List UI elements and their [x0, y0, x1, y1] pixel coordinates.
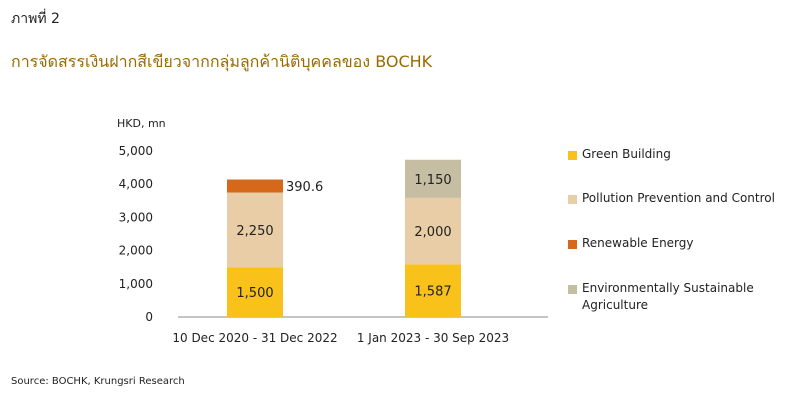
legend-label: Environmentally Sustainable Agriculture: [582, 281, 754, 312]
figure-label: ภาพที่ 2: [11, 11, 60, 27]
legend-label: Pollution Prevention and Control: [582, 191, 775, 205]
bar-segment: [227, 267, 283, 317]
legend-swatch: [568, 195, 577, 204]
bar-segment: [405, 264, 461, 317]
legend-swatch: [568, 240, 577, 249]
y-tick-label: 1,000: [119, 277, 153, 291]
bar-segment: [405, 159, 461, 198]
legend-swatch: [568, 285, 577, 294]
x-tick-label: 1 Jan 2023 - 30 Sep 2023: [357, 331, 509, 345]
data-label: 390.6: [286, 180, 323, 195]
y-tick-label: 5,000: [119, 144, 153, 158]
chart-title: การจัดสรรเงินฝากสีเขียวจากกลุ่มลูกค้านิต…: [11, 52, 433, 71]
source-note: Source: BOCHK, Krungsri Research: [11, 376, 185, 387]
data-label: 1,150: [414, 173, 451, 188]
y-tick-label: 2,000: [119, 244, 153, 258]
y-tick-label: 0: [145, 310, 153, 324]
chart-labels: 1,500 2,250 390.6 1,587 2,000 1,150: [236, 173, 451, 301]
legend-label: Green Building: [582, 147, 671, 161]
data-label: 1,587: [414, 285, 451, 300]
chart-axes: 0 1,000 2,000 3,000 4,000 5,000 10 Dec 2020 - …: [119, 144, 548, 345]
bar-segment: [227, 179, 283, 193]
data-label: 2,250: [236, 224, 273, 239]
chart-bars: [227, 159, 461, 317]
y-tick-label: 4,000: [119, 177, 153, 191]
y-axis-unit-label: HKD, mn: [117, 117, 166, 130]
data-label: 2,000: [414, 225, 451, 240]
x-tick-label: 10 Dec 2020 - 31 Dec 2022: [172, 331, 337, 345]
legend-swatch: [568, 151, 577, 160]
bar-segment: [227, 192, 283, 268]
data-label: 1,500: [236, 286, 273, 301]
y-tick-label: 3,000: [119, 210, 153, 224]
legend-label: Renewable Energy: [582, 236, 694, 250]
stacked-bar-chart: 0 1,000 2,000 3,000 4,000 5,000 10 Dec 2020 - …: [119, 144, 548, 345]
bar-segment: [405, 197, 461, 265]
